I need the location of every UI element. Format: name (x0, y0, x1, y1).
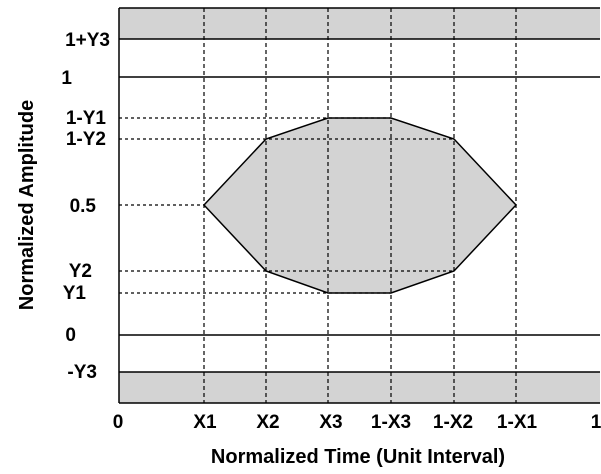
xtick-x1: X1 (193, 412, 217, 433)
lower-mask-band (119, 372, 600, 403)
upper-mask-band (119, 8, 600, 39)
xtick-x2: X2 (256, 412, 279, 433)
horizontal-dashed-lines (119, 117, 454, 294)
xtick-x3: X3 (319, 412, 342, 433)
vertical-dashed-lines (203, 8, 517, 403)
xtick-1-minus-x1: 1-X1 (497, 412, 538, 433)
ytick-0: 0 (65, 325, 76, 346)
ytick-y2: Y2 (69, 261, 92, 282)
xtick-1: 1 (591, 412, 601, 433)
ytick-1: 1 (61, 68, 72, 89)
ytick-y1: Y1 (63, 283, 87, 304)
xtick-1-minus-x3: 1-X3 (371, 412, 411, 433)
y-axis-title: Normalized Amplitude (16, 100, 38, 310)
ytick-1-minus-y1: 1-Y1 (66, 108, 107, 129)
ytick-minus-y3: -Y3 (67, 362, 97, 383)
x-axis-title: Normalized Time (Unit Interval) (211, 446, 505, 468)
xtick-0: 0 (113, 412, 124, 433)
ytick-1-minus-y2: 1-Y2 (66, 129, 106, 150)
eye-mask-polygon (202, 117, 518, 294)
xtick-1-minus-x2: 1-X2 (433, 412, 473, 433)
ytick-0-5: 0.5 (70, 196, 97, 217)
ytick-1-plus-y3: 1+Y3 (65, 30, 110, 51)
